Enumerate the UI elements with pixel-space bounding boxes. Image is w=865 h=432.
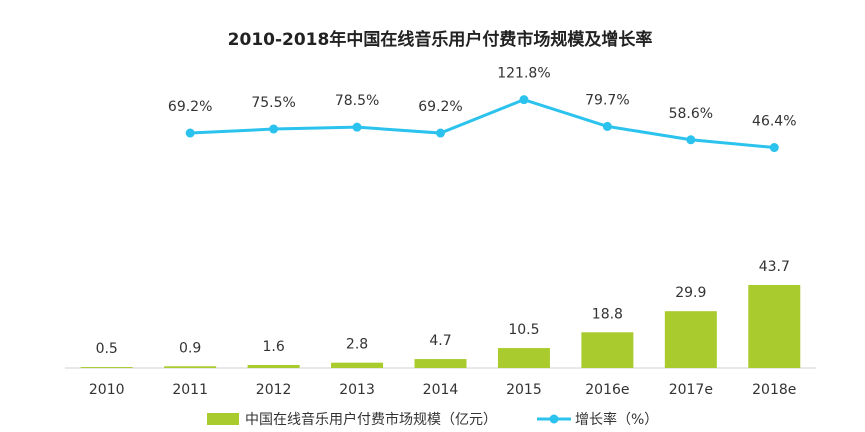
- data-label: 79.7%: [585, 92, 629, 108]
- bar: [497, 348, 550, 368]
- data-label: 4.7: [429, 333, 451, 349]
- data-label: 1.6: [262, 339, 284, 355]
- x-tick-label: 2013: [339, 382, 375, 398]
- line-point: [436, 128, 445, 138]
- bar: [581, 332, 634, 368]
- x-tick-label: 2016e: [585, 382, 629, 398]
- data-label: 18.8: [592, 306, 623, 322]
- x-tick-label: 2012: [256, 382, 292, 398]
- x-tick-label: 2018e: [752, 382, 796, 398]
- data-label: 46.4%: [752, 114, 796, 130]
- bar: [164, 366, 217, 368]
- bar: [80, 367, 133, 368]
- data-label: 43.7: [759, 259, 790, 275]
- x-tick-label: 2011: [172, 382, 208, 398]
- bar: [414, 359, 467, 368]
- data-label: 29.9: [675, 285, 706, 301]
- x-tick-label: 2010: [89, 382, 125, 398]
- line-point: [769, 143, 779, 153]
- data-label: 75.5%: [251, 95, 295, 111]
- bar: [664, 311, 717, 368]
- legend-swatch: [549, 414, 559, 424]
- legend-label: 中国在线音乐用户付费市场规模（亿元）: [245, 411, 497, 428]
- line: [190, 98, 775, 150]
- legend-label: 增长率（%）: [575, 411, 658, 428]
- data-label: 58.6%: [669, 106, 713, 122]
- data-label: 69.2%: [418, 99, 462, 115]
- line-point: [686, 135, 696, 145]
- legend-swatch: [207, 413, 239, 425]
- data-label: 121.8%: [497, 66, 550, 82]
- line-point: [185, 128, 195, 138]
- data-label: 69.2%: [168, 99, 212, 115]
- bar: [331, 362, 384, 368]
- x-tick-label: 2015: [506, 382, 542, 398]
- line-point: [352, 122, 362, 132]
- chart-title: 2010-2018年中国在线音乐用户付费市场规模及增长率: [228, 29, 653, 50]
- bar: [247, 364, 300, 368]
- data-label: 78.5%: [335, 93, 379, 109]
- data-label: 2.8: [346, 337, 368, 353]
- x-tick-label: 2017e: [669, 382, 713, 398]
- data-label: 10.5: [508, 322, 539, 338]
- line-point: [269, 124, 279, 134]
- x-tick-label: 2014: [423, 382, 459, 398]
- data-label: 0.9: [179, 340, 201, 356]
- data-label: 0.5: [96, 341, 118, 357]
- line-point: [602, 121, 612, 131]
- bar: [748, 284, 801, 368]
- line-point: [519, 95, 529, 105]
